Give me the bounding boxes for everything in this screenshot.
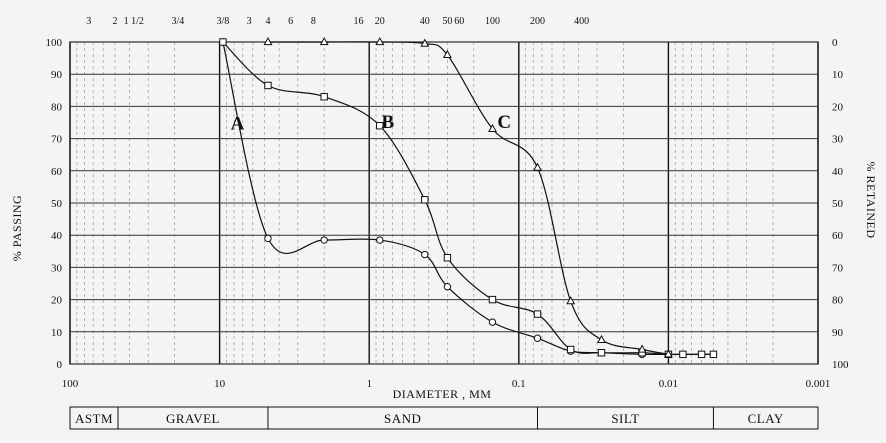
y-tick-label-left: 20 [51,295,63,307]
curve-c-point [597,334,606,343]
curve-b-point [320,93,328,101]
curve-b-point [488,295,497,304]
band-label-clay: CLAY [748,411,784,426]
y-axis-title-right: % RETAINED [864,161,878,238]
x-tick-label: 0.001 [806,378,831,390]
y-tick-label-right: 80 [832,295,844,307]
x-tick-label: 0.01 [659,378,678,390]
sieve-label: 8 [311,16,316,27]
sieve-label: 2 [113,16,118,27]
curve-b-point [219,38,227,46]
curve-c-point [637,344,647,353]
sieve-label: 40 [420,16,430,27]
sieve-label: 1 1/2 [124,16,144,27]
curve-label-b: B [382,112,395,133]
curve-a-point [443,283,452,291]
y-axis-title-left: % PASSING [10,195,24,261]
sieve-label: 400 [574,16,589,27]
y-tick-label-right: 20 [832,101,844,113]
y-tick-label-right: 40 [832,166,844,178]
curve-label-c: C [497,112,511,133]
sieve-label: 16 [353,16,363,27]
x-tick-label: 1 [366,378,372,390]
curve-a-point [320,236,328,244]
x-axis-title: DIAMETER , MM [393,387,492,401]
curve-b-point [443,254,452,262]
y-tick-label-left: 50 [51,198,63,210]
y-tick-label-left: 40 [51,230,63,242]
soil-classification-bar: ASTM GRAVEL SAND SILT CLAY [69,406,819,430]
classification-frame [69,406,819,430]
astm-label: ASTM [75,411,113,426]
sieve-label: 3/4 [172,16,185,27]
y-tick-label-right: 0 [832,37,838,49]
sieve-label: 50 [442,16,452,27]
y-tick-label-right: 50 [832,198,844,210]
curve-b-point [679,350,687,359]
curve-a-point [488,318,497,326]
curve-c-point [442,49,452,58]
y-tick-label-left: 60 [51,166,63,178]
curve-a-point [264,234,272,243]
band-label-silt: SILT [611,411,639,426]
curve-c-point [319,36,329,46]
y-tick-label-right: 70 [832,262,844,274]
y-tick-label-right: 90 [832,327,844,339]
curve-b-point [533,310,542,318]
curve-c-point [663,349,673,358]
curve-c-point [533,162,542,171]
x-tick-label: 100 [62,378,79,390]
y-tick-label-right: 10 [832,69,844,81]
curve-a-point [533,334,542,342]
sieve-label: 6 [288,16,293,27]
curve-c-point [566,296,576,305]
curve-a-point [376,236,384,244]
curve-c-point [263,36,273,46]
curves [219,36,718,359]
sieve-label: 3 [86,16,91,27]
curve-a-point [421,250,429,259]
curve-c-point [375,36,385,46]
y-tick-label-right: 30 [832,134,844,146]
y-tick-label-right: 100 [832,359,849,371]
curve-b-point [709,350,718,359]
y-tick-label-left: 30 [51,262,63,274]
labels: DIAMETER , MM % PASSING % RETAINED 01020… [10,16,878,401]
sieve-label: 4 [265,16,270,27]
y-tick-label-left: 100 [46,37,63,49]
y-tick-label-left: 90 [51,69,63,81]
curve-b-point [376,122,384,130]
y-tick-label-left: 10 [51,327,63,339]
band-label-gravel: GRAVEL [166,411,220,426]
curve-c-point [420,38,430,47]
curve-c-point [488,123,497,132]
curve-b-point [566,345,575,354]
sieve-label: 20 [375,16,385,27]
y-tick-label-right: 60 [832,230,844,242]
y-tick-label-left: 70 [51,134,63,146]
band-label-sand: SAND [384,411,421,426]
curve-b-point [697,350,706,359]
y-tick-label-left: 80 [51,101,63,113]
sieve-label: 200 [530,16,545,27]
x-tick-label: 0.1 [512,378,526,390]
y-tick-label-left: 0 [57,359,63,371]
sieve-label: 100 [485,16,500,27]
grid [69,41,819,365]
x-tick-label: 10 [214,378,226,390]
sieve-label: 3/8 [217,16,230,27]
curve-b-line [222,41,714,356]
curve-b-point [264,81,272,90]
sieve-label: 60 [454,16,464,27]
curve-b-point [421,196,429,204]
curve-b-point [597,349,606,357]
curve-label-a: A [231,114,245,135]
sieve-label: 3 [247,16,252,27]
